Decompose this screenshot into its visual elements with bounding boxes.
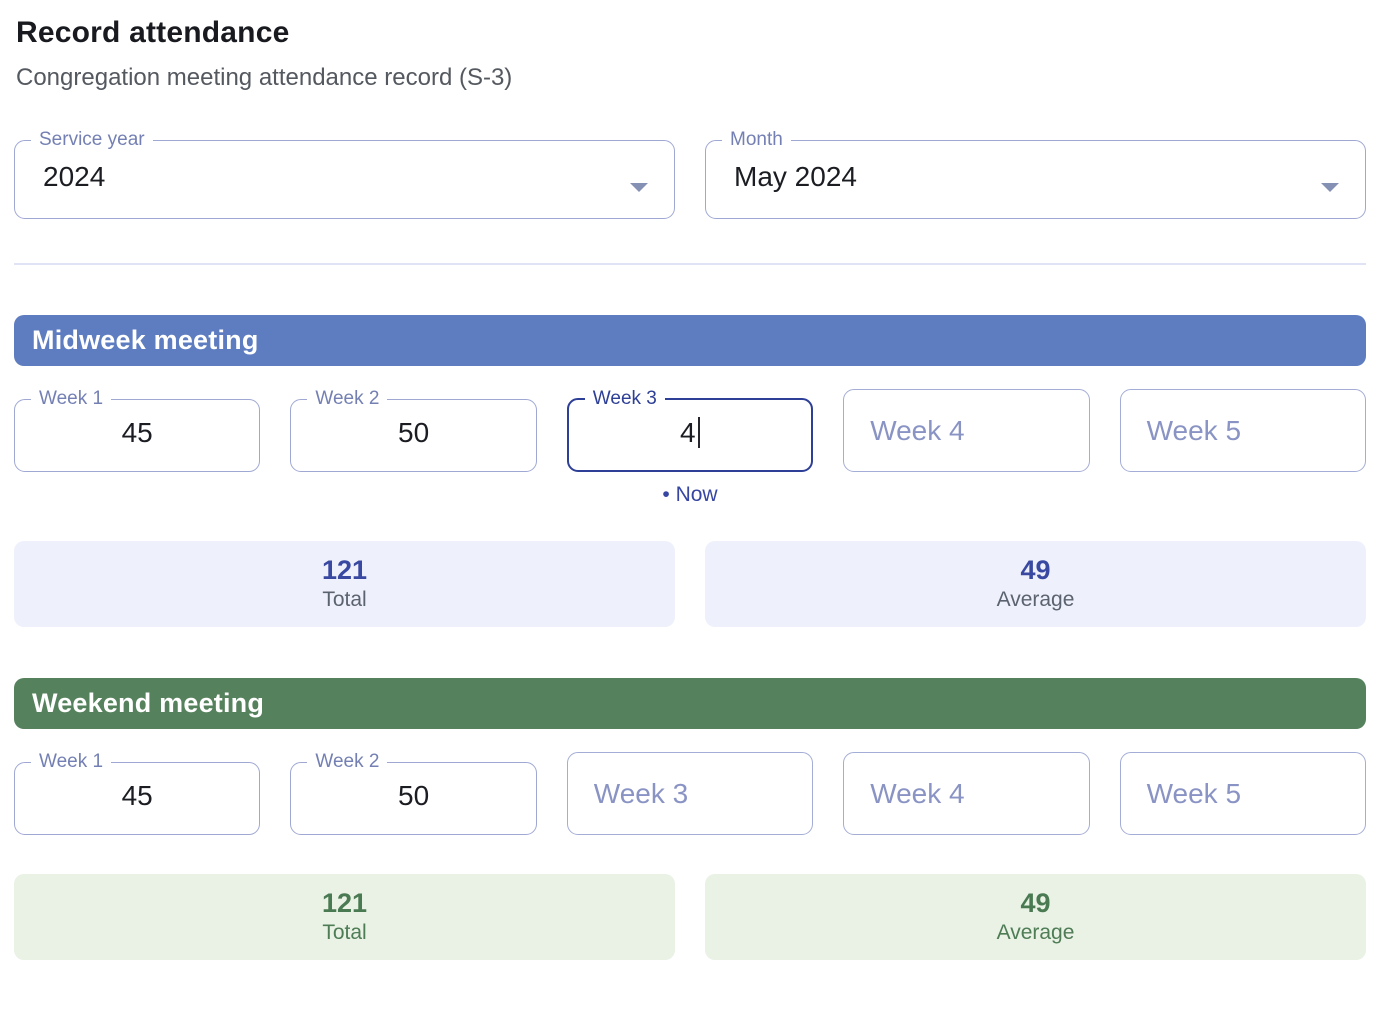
weekend-week1-value: 45 <box>121 779 153 811</box>
midweek-week3-value: 4 <box>569 410 811 449</box>
weekend-total-label: Total <box>322 920 367 944</box>
midweek-week4-placeholder: Week 4 <box>870 414 965 446</box>
weekend-average-label: Average <box>996 920 1075 944</box>
midweek-week1-value: 45 <box>121 416 153 448</box>
chevron-down-icon <box>1321 183 1339 193</box>
midweek-week3-input[interactable]: Week 3 4 <box>566 388 814 472</box>
page-subtitle: Congregation meeting attendance record (… <box>16 64 513 91</box>
midweek-week5-input[interactable]: Week 5 <box>1119 389 1366 472</box>
midweek-weeks-row: Week 1 45 Week 2 50 Week 3 4 Week 4 Week… <box>14 388 1366 472</box>
midweek-week5-placeholder: Week 5 <box>1146 414 1242 446</box>
filters-row: Service year 2024 Month May 2024 <box>14 129 1366 219</box>
midweek-section-header: Midweek meeting <box>14 315 1366 366</box>
weekend-week2-value: 50 <box>398 779 430 811</box>
weekend-week5-input[interactable]: Week 5 <box>1119 752 1366 835</box>
midweek-section-title: Midweek meeting <box>32 325 259 355</box>
weekend-average-value: 49 <box>1020 887 1051 918</box>
service-year-value: 2024 <box>43 160 106 192</box>
midweek-total-value: 121 <box>321 554 368 585</box>
weekend-week3-input[interactable]: Week 3 <box>566 752 814 835</box>
weekend-average-box: 49 Average <box>705 874 1366 960</box>
section-divider <box>14 263 1366 265</box>
weekend-section-title: Weekend meeting <box>32 688 265 718</box>
midweek-total-label: Total <box>322 587 367 611</box>
month-value: May 2024 <box>734 160 857 192</box>
service-year-label: Service year <box>39 129 145 150</box>
midweek-total-box: 121 Total <box>14 541 675 627</box>
midweek-summary-row: 121 Total 49 Average <box>14 541 1366 627</box>
weekend-week3-placeholder: Week 3 <box>593 777 689 809</box>
midweek-week2-value: 50 <box>398 416 430 448</box>
service-year-select[interactable]: Service year 2024 <box>14 129 675 219</box>
midweek-week1-label: Week 1 <box>39 388 104 409</box>
weekend-weeks-row: Week 1 45 Week 2 50 Week 3 Week 4 Week 5 <box>14 751 1366 835</box>
month-select[interactable]: Month May 2024 <box>705 129 1366 219</box>
weekend-week1-input[interactable]: Week 1 45 <box>14 751 261 835</box>
text-cursor <box>697 416 701 448</box>
weekend-week2-input[interactable]: Week 2 50 <box>290 751 537 835</box>
weekend-week5-placeholder: Week 5 <box>1146 777 1242 809</box>
weekend-total-box: 121 Total <box>14 874 675 960</box>
midweek-week2-label: Week 2 <box>315 388 380 409</box>
page-title: Record attendance <box>16 16 290 49</box>
weekend-total-value: 121 <box>321 887 368 918</box>
midweek-average-box: 49 Average <box>705 541 1366 627</box>
weekend-week1-label: Week 1 <box>39 751 104 772</box>
midweek-week2-input[interactable]: Week 2 50 <box>290 388 537 472</box>
weekend-week4-placeholder: Week 4 <box>870 777 965 809</box>
midweek-helper-row: • Now <box>14 483 1366 507</box>
weekend-week2-label: Week 2 <box>315 751 380 772</box>
weekend-section-header: Weekend meeting <box>14 678 1366 729</box>
midweek-average-value: 49 <box>1020 554 1051 585</box>
chevron-down-icon <box>630 183 648 193</box>
midweek-week1-input[interactable]: Week 1 45 <box>14 388 261 472</box>
weekend-week4-input[interactable]: Week 4 <box>843 752 1090 835</box>
weekend-summary-row: 121 Total 49 Average <box>14 874 1366 960</box>
month-label: Month <box>730 129 783 150</box>
midweek-week3-label: Week 3 <box>592 388 657 409</box>
now-helper-text: • Now <box>662 483 718 506</box>
record-attendance-page: Record attendance Congregation meeting a… <box>14 16 1366 960</box>
midweek-average-label: Average <box>996 587 1075 611</box>
midweek-week4-input[interactable]: Week 4 <box>843 389 1090 472</box>
